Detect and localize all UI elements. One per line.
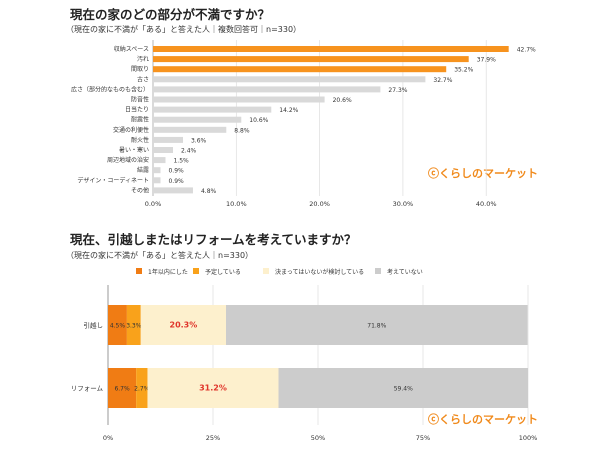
chart1-title: 現在の家のどの部分が不満ですか？	[70, 7, 271, 22]
bar-segment	[136, 368, 148, 408]
chart2-title: 現在、引越しまたはリフォームを考えていますか？	[70, 232, 357, 247]
category-label: デザイン・コーディネート	[77, 176, 149, 184]
x-tick-label: 50%	[311, 434, 325, 442]
bar	[153, 157, 166, 164]
legend-swatch	[375, 268, 381, 274]
data-label: 10.6%	[249, 117, 268, 124]
category-label: 日当たり	[125, 106, 149, 114]
bar	[153, 56, 469, 63]
x-tick-label: 25%	[206, 434, 220, 442]
x-tick-label: 0%	[103, 434, 113, 442]
category-label: 引越し	[84, 321, 104, 330]
category-label: 広さ（部分的なものも含む）	[71, 85, 149, 93]
category-label: 結露	[137, 166, 149, 174]
legend-swatch	[193, 268, 199, 274]
data-label: 4.5%	[110, 323, 126, 330]
x-tick-label: 100%	[519, 434, 538, 442]
category-label: 交通の利便性	[113, 126, 149, 134]
bar	[153, 187, 193, 194]
bar-segment	[226, 305, 528, 345]
data-label: 0.9%	[168, 178, 184, 185]
logo: ⓒくらしのマーケット	[428, 413, 538, 426]
category-label: 耐火性	[131, 136, 149, 144]
data-label: 0.9%	[168, 168, 184, 175]
bar	[153, 167, 161, 174]
legend-swatch	[263, 268, 269, 274]
x-tick-label: 20.0%	[309, 200, 330, 208]
legend-label: 決まってはいないが検討している	[275, 268, 364, 276]
category-label: 暑い・寒い	[119, 146, 149, 154]
data-label: 1.5%	[173, 158, 189, 165]
bar	[153, 177, 161, 184]
data-label: 3.6%	[191, 137, 207, 144]
bar-segment	[126, 305, 141, 345]
category-label: 古さ	[137, 75, 149, 83]
data-label: 42.7%	[517, 47, 536, 54]
category-label: 収納スペース	[114, 45, 149, 53]
data-label: 6.7%	[114, 386, 130, 393]
bar	[153, 96, 325, 103]
category-label: その他	[131, 186, 149, 194]
data-label: 59.4%	[394, 386, 413, 393]
x-tick-label: 30.0%	[393, 200, 414, 208]
x-tick-label: 75%	[416, 434, 430, 442]
bar-segment	[140, 305, 227, 345]
bar	[153, 126, 227, 133]
logo: ⓒくらしのマーケット	[428, 167, 538, 180]
category-label: リフォーム	[71, 385, 104, 393]
bar	[153, 46, 509, 52]
bar	[153, 136, 183, 143]
legend-swatch	[136, 268, 142, 274]
category-label: 耐震性	[131, 116, 149, 124]
data-label: 20.3%	[170, 321, 198, 330]
x-tick-label: 0.0%	[145, 200, 162, 208]
x-tick-label: 10.0%	[226, 200, 247, 208]
legend-label: 1年以内にした	[148, 268, 188, 276]
bar-segment	[108, 368, 137, 408]
data-label: 71.8%	[367, 323, 386, 330]
bar	[153, 76, 426, 83]
bar	[153, 86, 381, 93]
category-label: 防音性	[131, 96, 149, 104]
data-label: 2.7%	[134, 386, 150, 393]
bar-segment	[147, 368, 279, 408]
data-label: 8.8%	[234, 127, 250, 134]
category-label: 汚れ	[137, 55, 149, 63]
data-label: 3.3%	[126, 323, 142, 330]
bar	[153, 66, 447, 73]
data-label: 37.9%	[477, 57, 496, 64]
legend-label: 予定している	[205, 268, 241, 276]
category-label: 周辺地域の治安	[107, 156, 149, 164]
x-tick-label: 40.0%	[476, 200, 497, 208]
data-label: 35.2%	[454, 67, 473, 74]
data-label: 20.6%	[333, 97, 352, 104]
data-label: 27.3%	[388, 87, 407, 94]
data-label: 32.7%	[433, 77, 452, 84]
data-label: 4.8%	[201, 188, 217, 195]
legend-label: 考えていない	[387, 268, 423, 276]
bar	[153, 116, 242, 123]
data-label: 31.2%	[199, 384, 227, 393]
category-label: 間取り	[131, 66, 149, 73]
bar	[153, 147, 173, 153]
data-label: 14.2%	[279, 107, 298, 114]
bar-segment	[108, 305, 127, 345]
bar-segment	[278, 368, 528, 408]
bar	[153, 106, 272, 113]
chart2-subtitle: （現在の家に不満が「ある」と答えた人｜n=330）	[66, 251, 254, 260]
chart1-subtitle: （現在の家に不満が「ある」と答えた人｜複数回答可｜n=330）	[66, 25, 302, 34]
data-label: 2.4%	[181, 148, 197, 155]
